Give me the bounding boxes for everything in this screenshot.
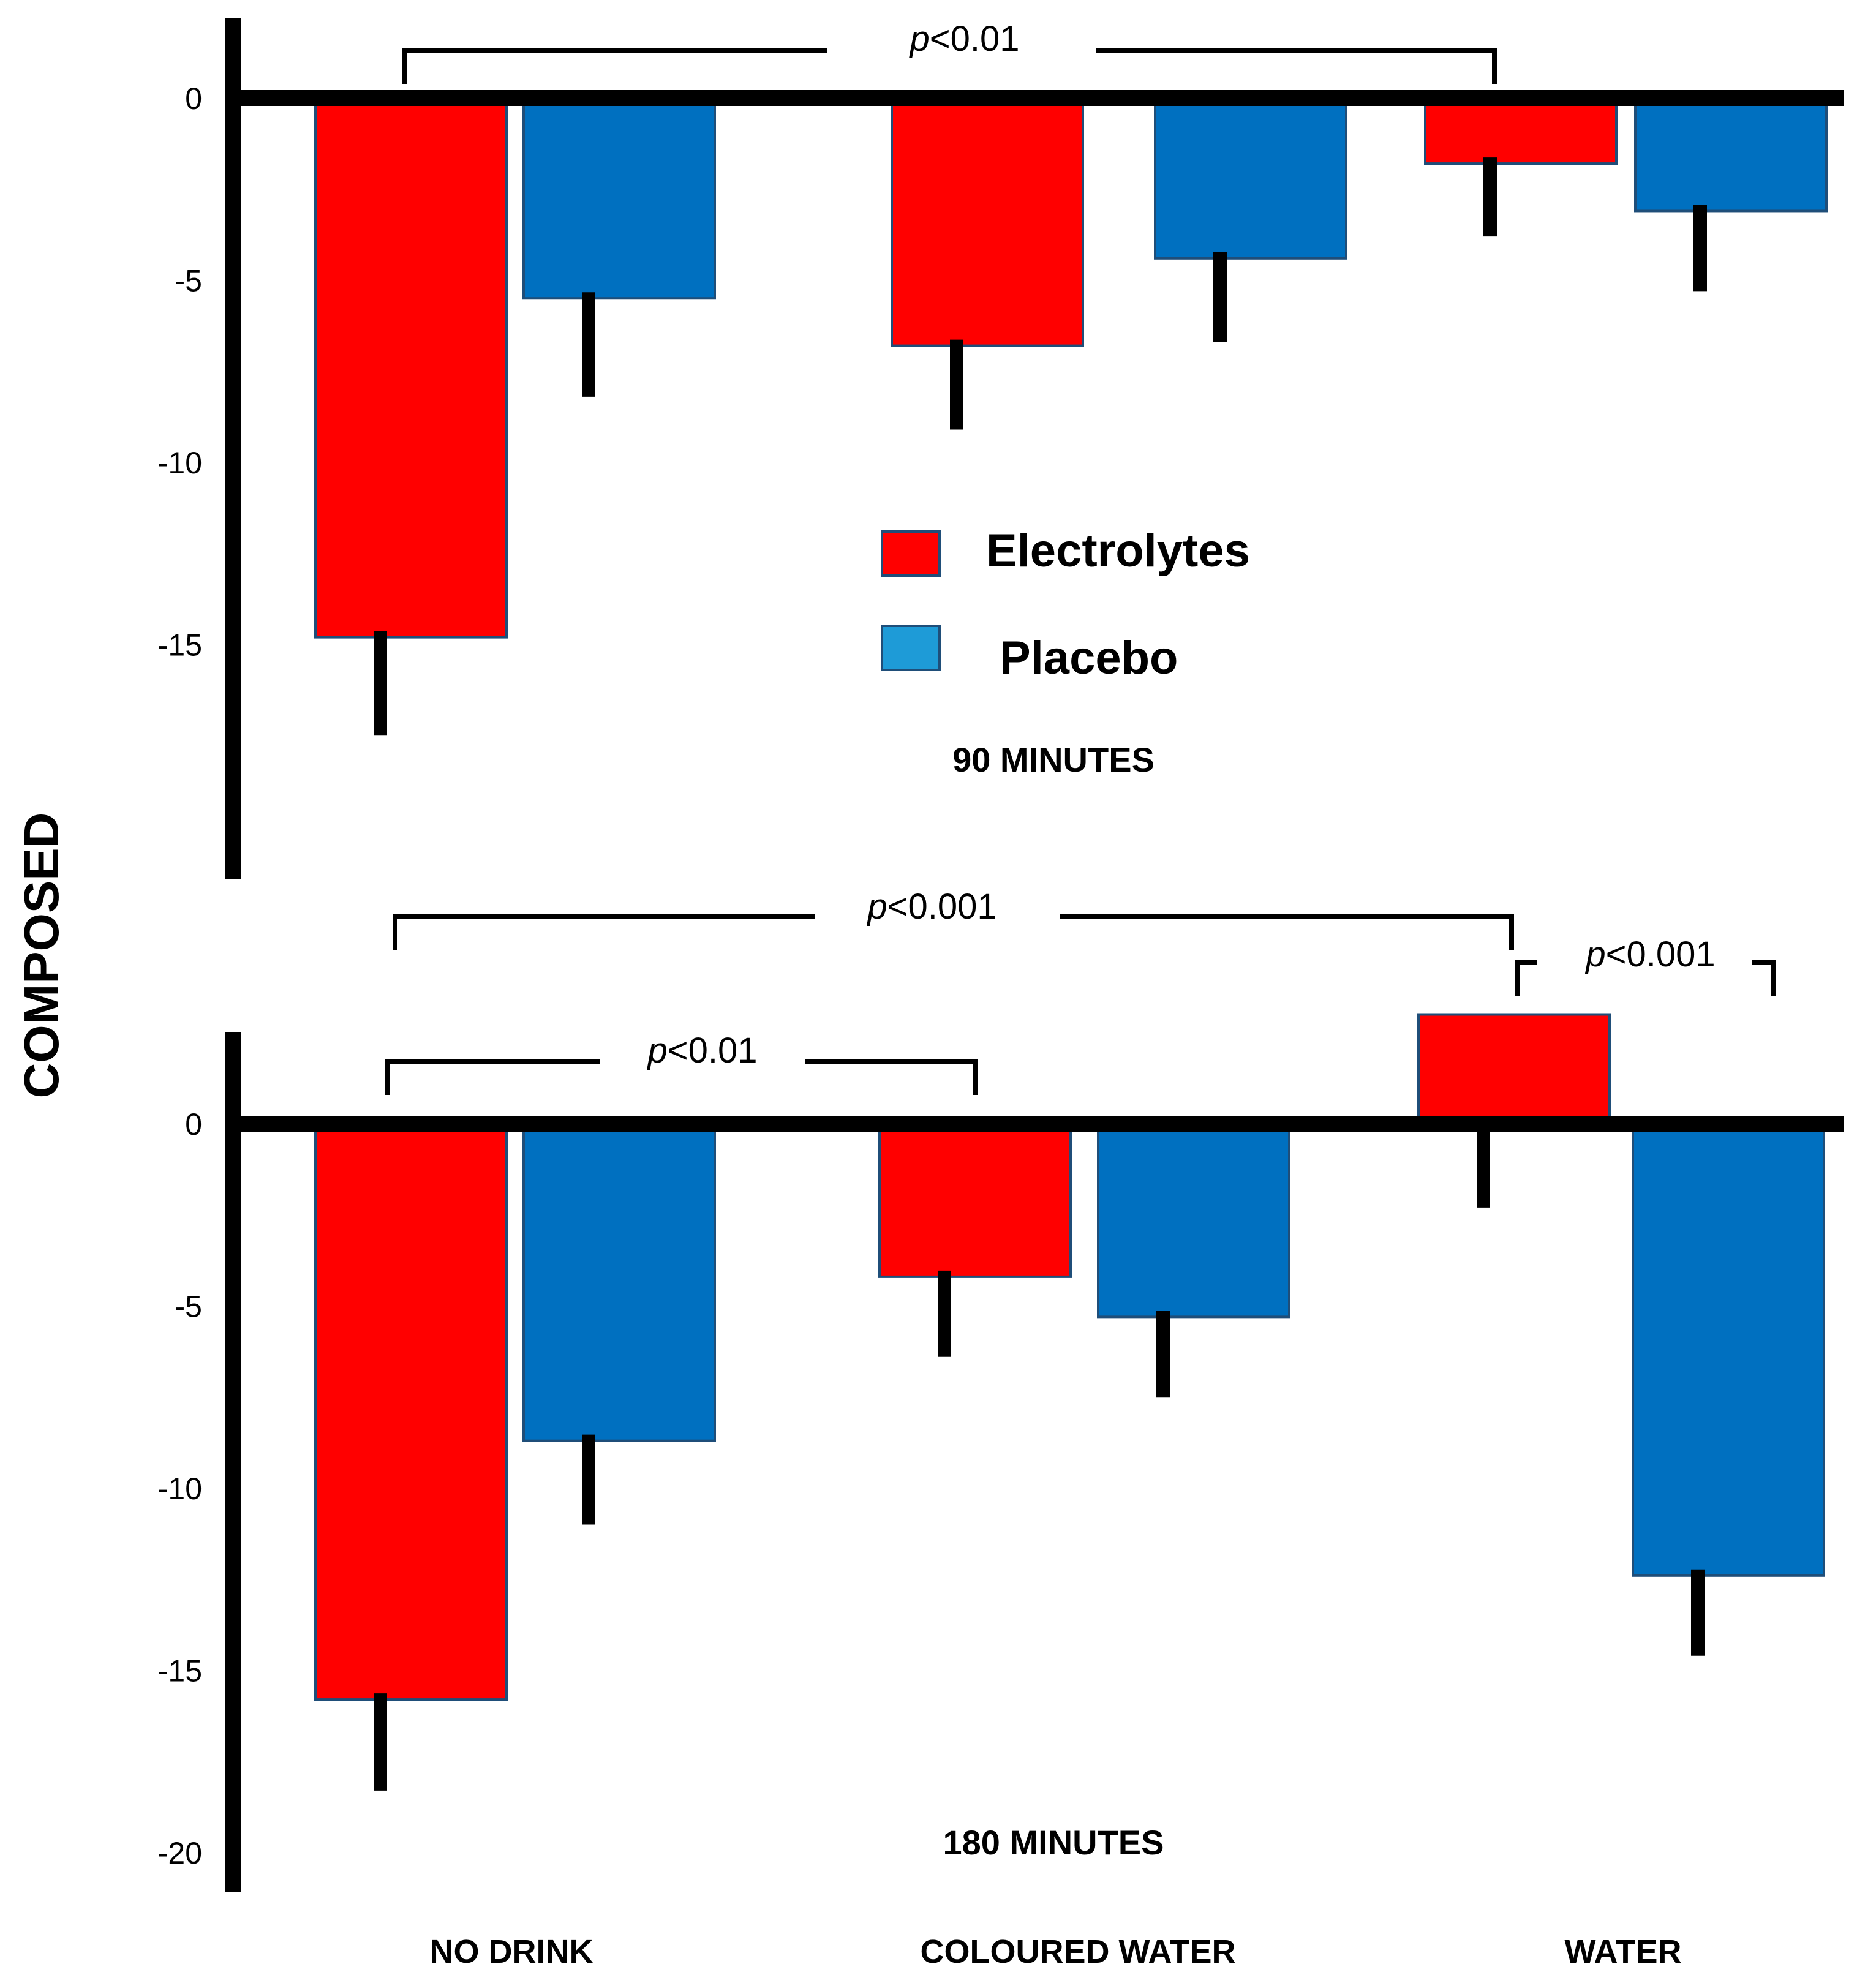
category-label-no-drink: NO DRINK [430, 1933, 593, 1970]
y-tick-label: -20 [158, 1836, 202, 1870]
p-value-label: p<0.01 [908, 19, 1019, 59]
panel-title: 90 MINUTES [952, 740, 1155, 779]
bar-electrolytes-coloured-water [878, 1123, 1072, 1278]
y-tick-label: -15 [158, 628, 202, 663]
bar-placebo-no-drink [522, 97, 716, 300]
legend-swatch-electrolytes [881, 530, 941, 577]
significance-bracket: p<0.01 [402, 19, 1497, 84]
significance-bracket: p<0.01 [385, 1031, 978, 1095]
p-value-label: p<0.001 [866, 887, 996, 927]
significance-bracket: p<0.001 [393, 887, 1514, 950]
bar-placebo-coloured-water [1097, 1123, 1290, 1319]
bar-electrolytes-water [1417, 1013, 1611, 1125]
significance-bracket: p<0.001 [1515, 935, 1776, 996]
y-tick-label: -10 [158, 446, 202, 480]
legend: Electrolytes Placebo [881, 525, 1250, 684]
bar-electrolytes-coloured-water [891, 97, 1084, 347]
bar-placebo-water [1632, 1123, 1825, 1577]
y-axis-label: COMPOSED [14, 813, 69, 1099]
panel-title: 180 MINUTES [943, 1823, 1164, 1862]
p-value-label: p<0.01 [646, 1031, 757, 1070]
bar-placebo-coloured-water [1154, 97, 1347, 260]
panel-180-minutes: 0 -5 -10 -15 -20 p<0.001 p<0.01 p<0.001 180 MINU… [158, 887, 1844, 1892]
bar-electrolytes-no-drink [314, 97, 508, 639]
y-tick-label: 0 [185, 1107, 202, 1142]
y-tick-label: -5 [175, 264, 202, 298]
category-label-coloured-water: COLOURED WATER [921, 1933, 1236, 1970]
y-tick-label: -5 [175, 1290, 202, 1324]
legend-swatch-placebo [881, 625, 941, 671]
y-tick-label: -10 [158, 1472, 202, 1506]
legend-label-placebo: Placebo [1000, 632, 1178, 684]
y-tick-label: 0 [185, 81, 202, 116]
bar-electrolytes-no-drink [314, 1123, 508, 1701]
category-label-water: WATER [1565, 1933, 1682, 1970]
bar-placebo-water [1634, 97, 1828, 213]
p-value-label: p<0.001 [1584, 935, 1715, 974]
legend-label-electrolytes: Electrolytes [986, 525, 1250, 577]
y-tick-label: -15 [158, 1654, 202, 1688]
panel-90-minutes: 0 -5 -10 -15 p<0.01 90 MINUTES [158, 18, 1844, 879]
bar-placebo-no-drink [522, 1123, 716, 1442]
category-axis-labels: NO DRINK COLOURED WATER WATER [430, 1933, 1682, 1970]
bar-electrolytes-water [1424, 97, 1618, 165]
